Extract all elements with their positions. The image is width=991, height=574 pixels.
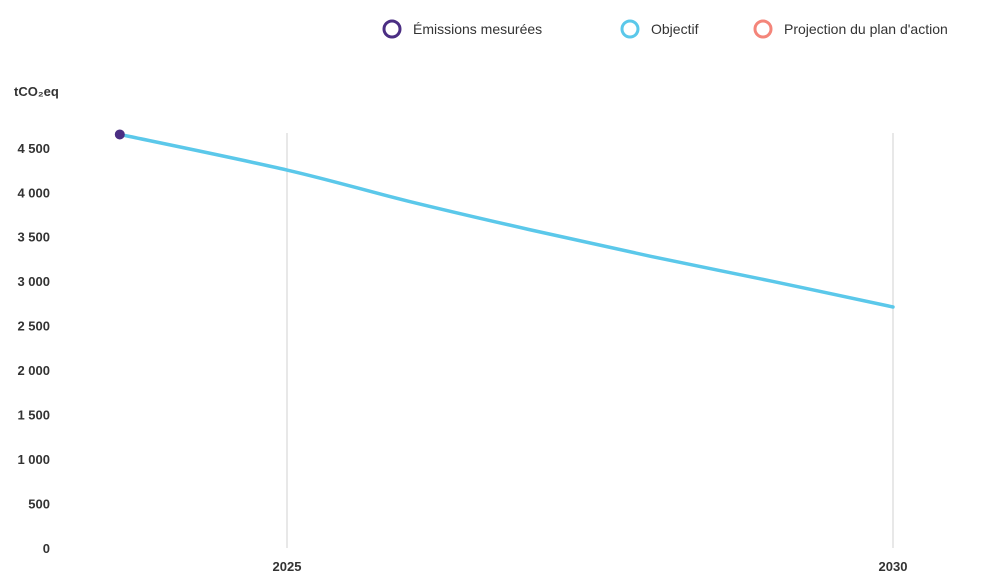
y-axis-label: tCO₂eq [14,84,59,99]
y-axis: 0 500 1 000 1 500 2 000 2 500 3 000 3 500 4 000 4… [17,141,50,556]
legend-label: Objectif [651,21,699,37]
series-line-objectif [118,132,895,309]
data-point-emissions [114,129,125,140]
legend-label: Émissions mesurées [413,21,542,37]
y-tick-label: 3 000 [17,274,50,289]
legend-label: Projection du plan d'action [784,21,948,37]
y-tick-label: 4 000 [17,185,50,200]
y-tick-label: 3 500 [17,230,50,245]
legend-marker-icon [382,19,402,39]
x-tick-label: 2025 [273,559,302,574]
x-tick-label: 2030 [879,559,908,574]
legend-marker-icon [753,19,773,39]
gridlines [286,133,894,548]
y-tick-label: 1 000 [17,452,50,467]
legend: Émissions mesurées Objectif Projection du … [382,19,948,39]
y-tick-label: 2 000 [17,363,50,378]
y-tick-label: 4 500 [17,141,50,156]
legend-item: Projection du plan d'action [753,19,948,39]
series-layer [114,129,895,309]
legend-item: Émissions mesurées [382,19,542,39]
y-tick-label: 500 [28,497,50,512]
y-tick-label: 0 [43,541,50,556]
legend-item: Objectif [620,19,699,39]
x-axis: 2025 2030 [273,559,908,574]
legend-marker-icon [620,19,640,39]
y-tick-label: 1 500 [17,408,50,423]
y-tick-label: 2 500 [17,319,50,334]
